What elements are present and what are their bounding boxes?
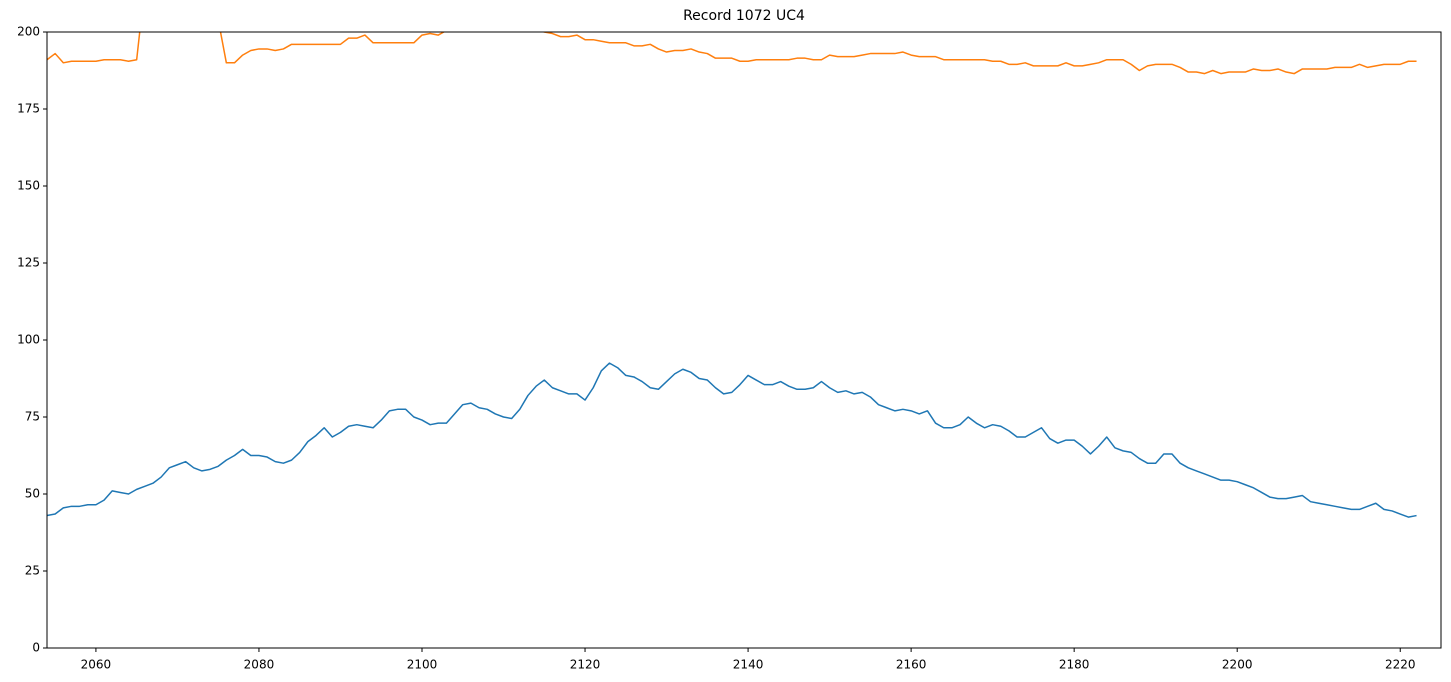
y-tick-label: 175 bbox=[17, 102, 40, 116]
data-line bbox=[47, 362, 1417, 518]
x-tick-label: 2060 bbox=[81, 658, 112, 672]
x-tick-label: 2160 bbox=[896, 658, 927, 672]
x-tick-label: 2180 bbox=[1059, 658, 1090, 672]
y-tick-label: 75 bbox=[25, 410, 40, 424]
plot-area bbox=[47, 32, 1417, 518]
y-tick-label: 200 bbox=[17, 25, 40, 39]
y-tick-label: 0 bbox=[32, 641, 40, 655]
data-line bbox=[47, 32, 1417, 75]
x-tick-label: 2140 bbox=[733, 658, 764, 672]
x-tick-label: 2120 bbox=[570, 658, 601, 672]
x-tick-label: 2080 bbox=[244, 658, 275, 672]
y-tick-label: 150 bbox=[17, 179, 40, 193]
x-tick-label: 2220 bbox=[1385, 658, 1416, 672]
y-tick-label: 25 bbox=[25, 564, 40, 578]
x-tick-label: 2200 bbox=[1222, 658, 1253, 672]
x-tick-label: 2100 bbox=[407, 658, 438, 672]
y-tick-label: 125 bbox=[17, 256, 40, 270]
y-tick-label: 50 bbox=[25, 487, 40, 501]
chart-title: Record 1072 UC4 bbox=[683, 8, 805, 24]
y-tick-label: 100 bbox=[17, 333, 40, 347]
